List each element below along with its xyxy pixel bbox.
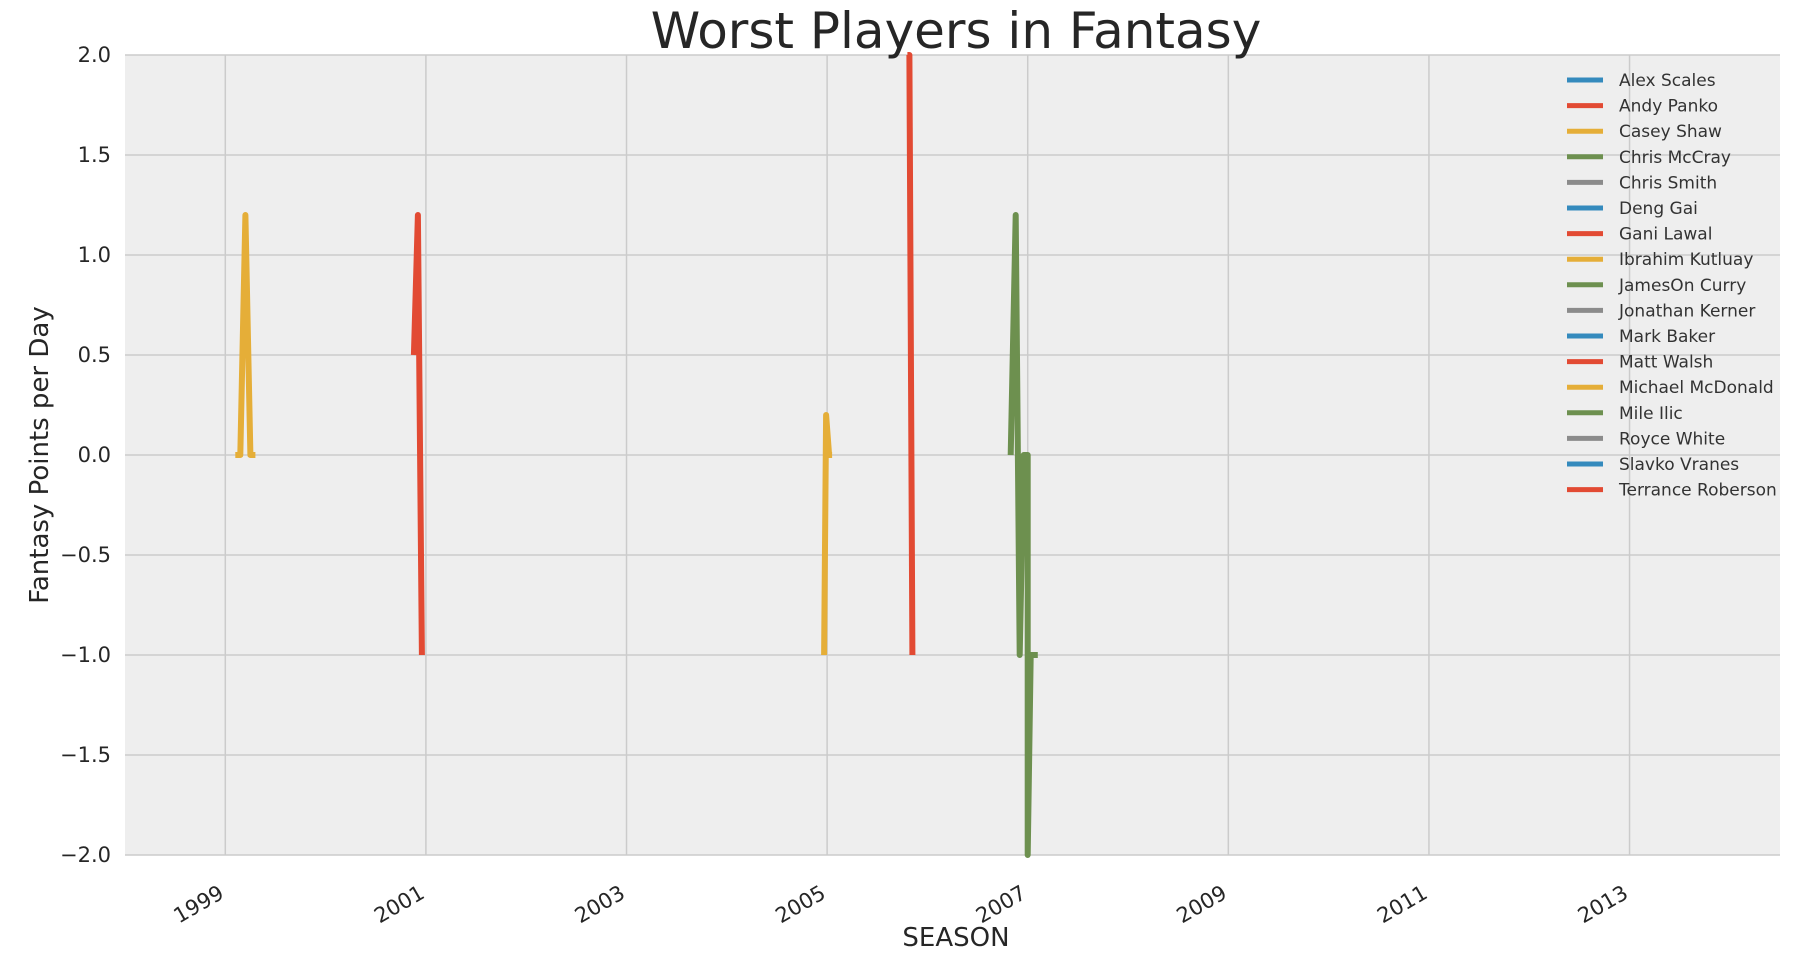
- y-axis-label: Fantasy Points per Day: [25, 306, 55, 603]
- legend-label: Deng Gai: [1619, 199, 1698, 219]
- grid-lines: [125, 54, 1780, 856]
- y-tick-label: −2.0: [60, 843, 111, 867]
- chart-title: Worst Players in Fantasy: [651, 2, 1262, 60]
- y-tick-label: 0.0: [78, 443, 111, 467]
- legend-label: Chris McCray: [1619, 148, 1731, 168]
- legend-label: JamesOn Curry: [1618, 276, 1746, 296]
- legend-label: Alex Scales: [1619, 71, 1716, 91]
- y-tick-label: 1.5: [78, 143, 111, 167]
- series-line: [1007, 212, 1038, 858]
- series-line: [821, 412, 833, 656]
- series-line: [410, 212, 425, 656]
- legend-label: Michael McDonald: [1619, 378, 1774, 398]
- legend-label: Andy Panko: [1619, 97, 1718, 117]
- legend-label: Slavko Vranes: [1619, 455, 1739, 475]
- series-lines: [235, 52, 1038, 858]
- legend-label: Casey Shaw: [1619, 122, 1722, 142]
- x-axis-label: SEASON: [902, 923, 1009, 953]
- y-tick-label: 1.0: [78, 243, 111, 267]
- y-tick-label: −1.0: [60, 643, 111, 667]
- legend-label: Gani Lawal: [1619, 225, 1712, 245]
- y-tick-label: −0.5: [60, 543, 111, 567]
- legend-label: Matt Walsh: [1619, 353, 1713, 373]
- legend-label: Chris Smith: [1619, 173, 1717, 193]
- legend-label: Terrance Roberson: [1618, 481, 1777, 501]
- y-tick-label: −1.5: [60, 743, 111, 767]
- legend: Alex Scales Andy Panko Casey Shaw Chris McC…: [1567, 71, 1777, 501]
- legend-label: Royce White: [1619, 429, 1725, 449]
- series-line: [906, 52, 916, 656]
- legend-label: Ibrahim Kutluay: [1619, 250, 1753, 270]
- series-line: [235, 212, 256, 458]
- legend-label: Mark Baker: [1619, 327, 1715, 347]
- legend-label: Mile Ilic: [1619, 404, 1683, 424]
- y-tick-label: 2.0: [78, 43, 111, 67]
- y-tick-label: 0.5: [78, 343, 111, 367]
- y-tick-labels: −2.0 −1.5 −1.0 −0.5 0.0 0.5 1.0 1.5 2.0: [60, 43, 111, 867]
- legend-label: Jonathan Kerner: [1618, 301, 1755, 321]
